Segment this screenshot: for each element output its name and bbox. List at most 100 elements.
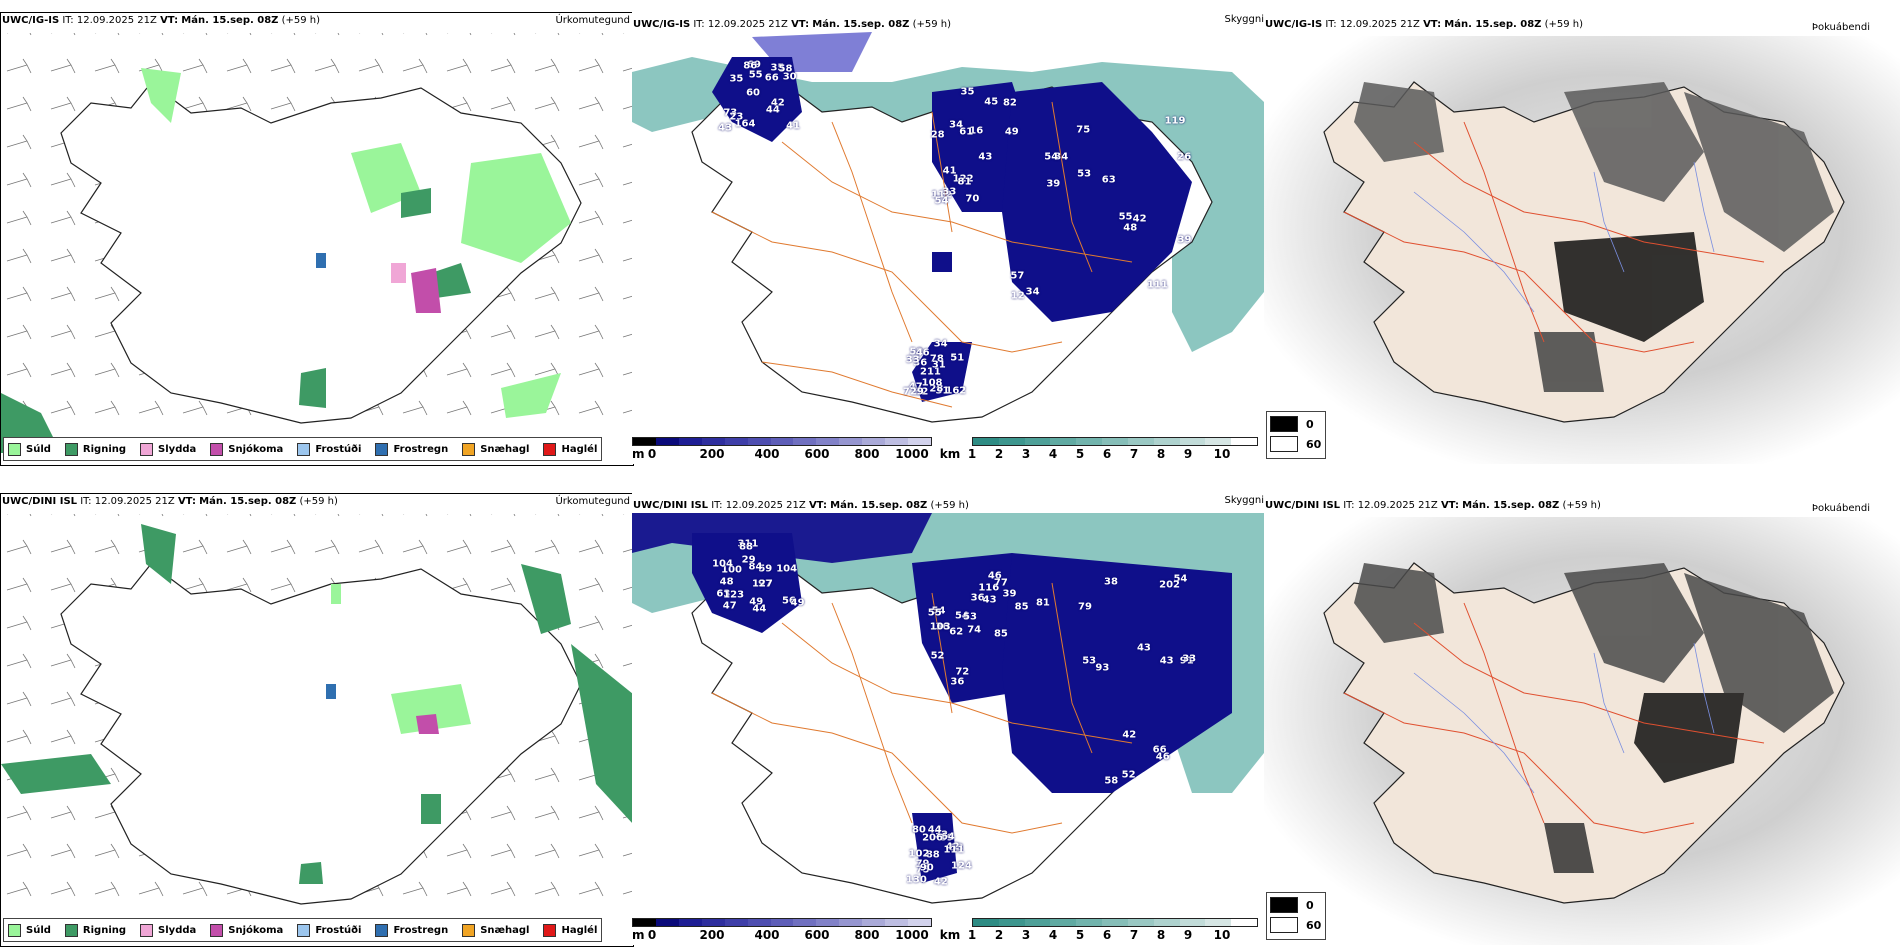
vis-panel-top: UWC/IG-IS IT: 12.09.2025 21Z VT: Mán. 15… bbox=[632, 12, 1264, 464]
colorbar-tick: 600 bbox=[804, 928, 830, 942]
colorbar-unit: km bbox=[939, 928, 961, 942]
colorbar-tick: 1000 bbox=[895, 447, 929, 461]
panel-type-label: Þokuábendi bbox=[1811, 503, 1870, 514]
colorbar-tick: 8 bbox=[1156, 928, 1166, 942]
drizzle-areas bbox=[331, 584, 471, 734]
rivers bbox=[1413, 161, 1715, 313]
colorbar-tick: 8 bbox=[1156, 447, 1166, 461]
vis-colorbar-bottom: km 1 2 3 4 5 6 7 8 9 10 bbox=[939, 918, 1258, 942]
cloud-legend-top: 0 60 bbox=[1266, 411, 1326, 459]
colorbar-tick: 7 bbox=[1129, 447, 1139, 461]
legend-item: 60 bbox=[1267, 432, 1325, 452]
height-colorbar-top: m 0 200 400 600 800 1000 bbox=[632, 437, 932, 461]
legend-item: Haglél bbox=[543, 442, 597, 456]
panel-type-label: Úrkomutegund bbox=[555, 15, 630, 26]
precip-map-bottom bbox=[1, 514, 633, 914]
colorbar-tick: 600 bbox=[804, 447, 830, 461]
legend-item: Rigning bbox=[64, 442, 126, 456]
legend-item: 0 bbox=[1267, 893, 1325, 913]
swatch bbox=[462, 923, 476, 937]
panel-type-label: Skyggni bbox=[1224, 14, 1264, 25]
legend-item: Rigning bbox=[64, 923, 126, 937]
vis-map-top bbox=[632, 32, 1264, 423]
precip-panel-bottom: UWC/DINI ISL IT: 12.09.2025 21Z VT: Mán.… bbox=[0, 493, 634, 947]
legend-item: Snæhagl bbox=[462, 442, 529, 456]
swatch bbox=[1270, 917, 1298, 933]
legend-item: Haglél bbox=[543, 923, 597, 937]
swatch bbox=[1270, 436, 1298, 452]
legend-item: Súld bbox=[8, 923, 51, 937]
cloud-panel-bottom: UWC/DINI ISL IT: 12.09.2025 21Z VT: Mán.… bbox=[1264, 493, 1900, 945]
swatch bbox=[8, 442, 21, 456]
legend-item: Súld bbox=[8, 442, 51, 456]
colorbar-unit: m bbox=[632, 928, 645, 942]
colorbar-tick: 1 bbox=[967, 928, 977, 942]
cloud-map-bottom bbox=[1264, 517, 1900, 945]
legend-item: Frostúði bbox=[297, 923, 361, 937]
panel-title: UWC/DINI ISL IT: 12.09.2025 21Z VT: Mán.… bbox=[2, 496, 338, 507]
colorbar-tick: 10 bbox=[1213, 447, 1231, 461]
vis-panel-bottom: UWC/DINI ISL IT: 12.09.2025 21Z VT: Mán.… bbox=[632, 493, 1264, 945]
cloud-panel-top: UWC/IG-IS IT: 12.09.2025 21Z VT: Mán. 15… bbox=[1264, 12, 1900, 464]
fog-shading bbox=[1354, 563, 1834, 873]
colorbar-unit: m bbox=[632, 447, 645, 461]
colorbar-swatches bbox=[972, 918, 1258, 927]
rivers bbox=[1413, 642, 1715, 794]
snow-area bbox=[411, 268, 441, 313]
swatch bbox=[140, 923, 154, 937]
colorbar-unit: km bbox=[939, 447, 961, 461]
roads bbox=[711, 101, 1133, 408]
snow-area bbox=[416, 714, 439, 734]
panel-type-label: Úrkomutegund bbox=[555, 496, 630, 507]
colorbar-tick: 10 bbox=[1213, 928, 1231, 942]
legend-item: Snjókoma bbox=[210, 923, 283, 937]
swatch bbox=[543, 923, 557, 937]
swatch bbox=[210, 923, 224, 937]
colorbar-tick: 6 bbox=[1102, 447, 1112, 461]
roads bbox=[1343, 121, 1765, 353]
freezing-rain-area bbox=[326, 684, 336, 699]
colorbar-tick: 0 bbox=[647, 447, 657, 461]
colorbar-tick: 6 bbox=[1102, 928, 1112, 942]
legend-item: 0 bbox=[1267, 412, 1325, 432]
swatch bbox=[140, 442, 154, 456]
swatch bbox=[375, 442, 389, 456]
panel-type-label: Skyggni bbox=[1224, 495, 1264, 506]
precip-panel-top: UWC/IG-IS IT: 12.09.2025 21Z VT: Mán. 15… bbox=[0, 12, 634, 466]
colorbar-tick: 800 bbox=[854, 447, 880, 461]
colorbar-tick: 4 bbox=[1048, 928, 1058, 942]
precip-map-top bbox=[1, 33, 633, 453]
legend-item: Frostregn bbox=[375, 442, 448, 456]
swatch bbox=[297, 442, 311, 456]
colorbar-tick: 4 bbox=[1048, 447, 1058, 461]
colorbar-tick: 400 bbox=[754, 447, 780, 461]
cloud-legend-bottom: 0 60 bbox=[1266, 892, 1326, 940]
legend-item: Frostregn bbox=[375, 923, 448, 937]
legend-item: Slydda bbox=[140, 923, 196, 937]
panel-type-label: Þokuábendi bbox=[1811, 22, 1870, 33]
swatch bbox=[64, 442, 78, 456]
colorbar-tick: 7 bbox=[1129, 928, 1139, 942]
colorbar-tick: 3 bbox=[1021, 928, 1031, 942]
swatch bbox=[375, 923, 389, 937]
panel-title: UWC/DINI ISL IT: 12.09.2025 21Z VT: Mán.… bbox=[633, 500, 969, 511]
low-visibility-areas bbox=[692, 533, 1232, 883]
swatch bbox=[64, 923, 78, 937]
swatch bbox=[543, 442, 557, 456]
swatch bbox=[1270, 897, 1298, 913]
legend-item: Snjókoma bbox=[210, 442, 283, 456]
legend-item: 60 bbox=[1267, 913, 1325, 933]
colorbar-swatches bbox=[632, 918, 932, 927]
colorbar-tick: 1 bbox=[967, 447, 977, 461]
colorbar-tick: 200 bbox=[699, 928, 725, 942]
legend-item: Frostúði bbox=[297, 442, 361, 456]
colorbar-tick: 0 bbox=[647, 928, 657, 942]
colorbar-tick: 3 bbox=[1021, 447, 1031, 461]
vis-colorbar-top: km 1 2 3 4 5 6 7 8 9 10 bbox=[939, 437, 1258, 461]
legend-item: Slydda bbox=[140, 442, 196, 456]
freezing-rain-area bbox=[316, 253, 326, 268]
panel-title: UWC/DINI ISL IT: 12.09.2025 21Z VT: Mán.… bbox=[1265, 500, 1601, 511]
colorbar-tick: 2 bbox=[994, 928, 1004, 942]
fog-shading bbox=[1354, 82, 1834, 392]
precip-legend-bottom: Súld Rigning Slydda Snjókoma Frostúði Fr… bbox=[3, 918, 603, 942]
